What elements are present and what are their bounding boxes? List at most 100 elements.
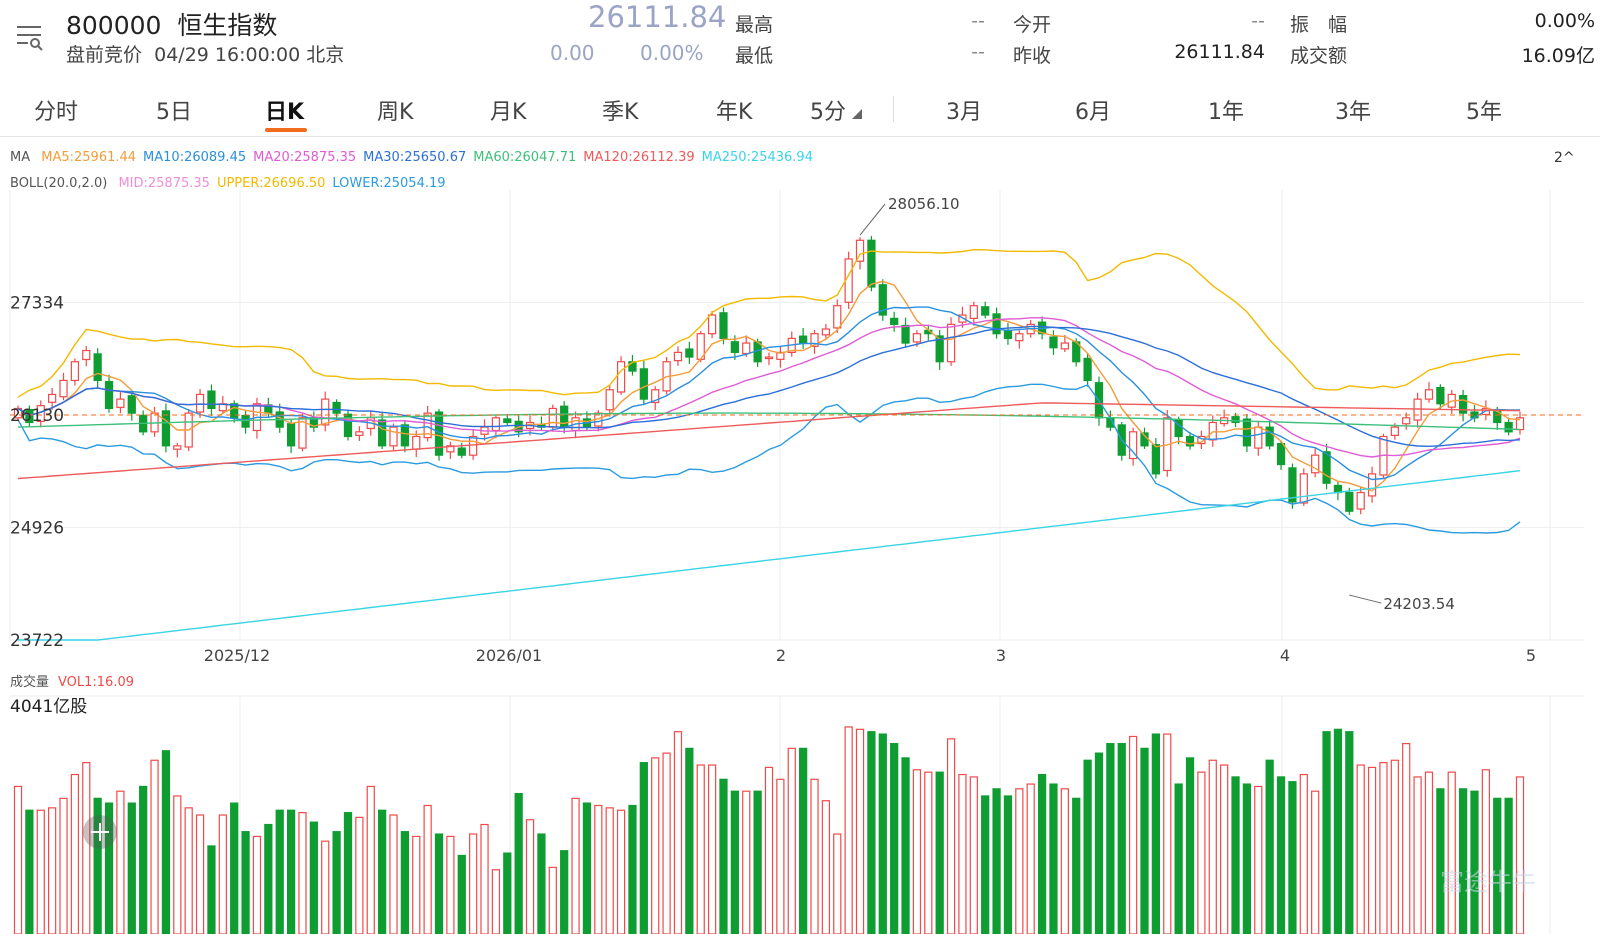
tab-daily-k[interactable]: 日K — [265, 100, 305, 125]
volume-bar — [1197, 771, 1206, 934]
volume-bar — [1470, 790, 1479, 934]
tab-5day[interactable]: 5日 — [156, 100, 192, 125]
volume-bar — [844, 726, 853, 934]
tab-weekly-k[interactable]: 周K — [377, 100, 414, 125]
y-tick-label: 26130 — [10, 406, 64, 426]
volume-bar — [389, 814, 398, 934]
volume-bar — [173, 795, 182, 934]
tab-5min[interactable]: 5分 — [810, 94, 862, 126]
x-tick-label: 3 — [996, 646, 1006, 665]
volume-bar — [355, 816, 364, 934]
candle-body — [230, 403, 239, 419]
tab-quarterly-k[interactable]: 季K — [602, 100, 639, 125]
candle-body — [286, 423, 296, 447]
volume-bar — [286, 809, 296, 934]
volume-bar — [1436, 788, 1445, 934]
stat-label-high: 最高 — [735, 14, 774, 36]
candle-body — [1367, 473, 1377, 497]
volume-bar — [1311, 790, 1320, 934]
candle-body — [104, 380, 114, 410]
tab-6month[interactable]: 6月 — [1075, 100, 1111, 125]
candle-body — [1515, 417, 1525, 431]
volume-bar — [491, 869, 501, 934]
volume-bar — [1003, 795, 1013, 934]
volume-bar — [753, 790, 762, 934]
candle-body — [70, 361, 80, 382]
candle-body — [1390, 426, 1399, 436]
ma30-line — [17, 325, 1521, 448]
volume-bar — [616, 809, 626, 934]
tab-3year[interactable]: 3年 — [1335, 100, 1371, 125]
volume-bar — [605, 807, 614, 934]
quote-time: 04/29 16:00:00 北京 — [154, 44, 345, 66]
candle-body — [1322, 451, 1331, 484]
price-change: 0.00 — [550, 41, 595, 65]
volume-bar — [1322, 731, 1331, 934]
volume-bar — [1060, 788, 1069, 934]
volume-bar — [1174, 783, 1183, 934]
volume-bar — [1185, 757, 1195, 934]
x-tick-label: 4 — [1280, 646, 1290, 665]
volume-bar — [571, 797, 580, 934]
volume-bar — [764, 766, 774, 934]
volume-bar — [139, 785, 148, 934]
ma-item: MA5:25961.44 — [41, 150, 137, 165]
candle-body — [332, 401, 341, 414]
ma-legend[interactable]: MA MA5:25961.44 MA10:26089.45 MA20:25875.3… — [10, 150, 820, 165]
volume-bar — [1493, 797, 1502, 934]
volume-bar — [981, 795, 990, 934]
candle-body — [1197, 435, 1206, 445]
collapse-indicator-button[interactable]: 2^ — [1554, 150, 1575, 166]
volume-bar — [377, 809, 387, 934]
volume-bar — [1333, 728, 1343, 934]
volume-bar — [1299, 773, 1308, 934]
volume-bar — [1345, 731, 1354, 934]
ma-title: MA — [10, 150, 31, 165]
candle-body — [616, 361, 626, 393]
volume-bar — [82, 762, 91, 934]
candle-body — [742, 342, 751, 355]
volume-bar — [1481, 769, 1490, 934]
candle-body — [878, 284, 887, 316]
volume-bar — [1140, 747, 1149, 934]
volume-bar — [946, 738, 956, 934]
candle-body — [833, 305, 842, 329]
tab-monthly-k[interactable]: 月K — [490, 100, 527, 125]
candle-body — [161, 410, 171, 447]
low-pointer — [1349, 594, 1382, 604]
boll-legend[interactable]: BOLL(20.0,2.0) MID:25875.35 UPPER:26696.5… — [10, 176, 453, 191]
volume-bar — [1424, 771, 1434, 934]
volume-bar — [457, 854, 466, 934]
candle-body — [1276, 442, 1286, 466]
candle-body — [1288, 467, 1297, 503]
candle-body — [355, 431, 364, 436]
tab-intraday[interactable]: 分时 — [34, 100, 79, 125]
candle-body — [867, 239, 876, 288]
menu-search-icon[interactable] — [14, 22, 44, 52]
candle-body — [207, 390, 216, 410]
kline-chart[interactable]: 27334 26130 24926 23722 2025/12 2026/01 2 3 4 5 28… — [0, 140, 1600, 934]
tab-5year[interactable]: 5年 — [1466, 100, 1502, 125]
candle-body — [1311, 454, 1320, 474]
y-tick-label: 24926 — [10, 519, 64, 539]
volume-bar — [992, 788, 1001, 934]
volume-bar — [1504, 797, 1513, 934]
volume-bar — [525, 819, 535, 934]
tab-3month[interactable]: 3月 — [946, 100, 982, 125]
tab-yearly-k[interactable]: 年K — [716, 100, 753, 125]
high-pointer — [859, 203, 886, 236]
candle-body — [412, 435, 421, 450]
volume-bar — [833, 833, 842, 934]
volume-bar — [628, 804, 637, 934]
candle-body — [810, 333, 819, 348]
market-status: 盘前竞价 — [66, 44, 143, 66]
volume-bar — [1265, 759, 1274, 934]
volume-bar — [195, 814, 205, 934]
candle-body — [116, 398, 125, 408]
volume-bar — [719, 778, 728, 934]
price-change-pct: 0.00% — [640, 41, 704, 65]
candle-body — [776, 351, 785, 360]
ma60-line — [17, 412, 1521, 431]
tab-1year[interactable]: 1年 — [1208, 100, 1244, 125]
candle-body — [1345, 491, 1354, 512]
